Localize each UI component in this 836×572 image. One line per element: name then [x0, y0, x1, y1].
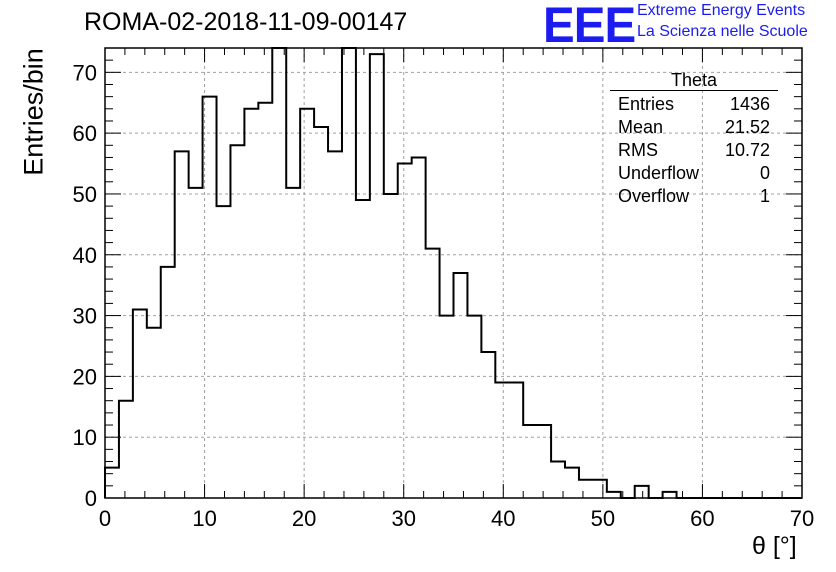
histogram-bin [286, 188, 300, 498]
histogram-bin [523, 425, 537, 498]
y-tick-label: 60 [73, 121, 97, 146]
y-tick-label: 70 [73, 60, 97, 85]
histogram-bin [314, 127, 328, 498]
x-tick-label: 60 [690, 506, 714, 531]
histogram-bin [537, 425, 551, 498]
histogram-bin [189, 188, 203, 498]
x-tick-label: 10 [192, 506, 216, 531]
stats-label: RMS [618, 140, 658, 160]
stats-value: 1 [759, 186, 770, 206]
histogram-bin [398, 164, 412, 498]
histogram-bin [370, 54, 384, 498]
logo-subtitle-1: Extreme Energy Events [637, 2, 806, 19]
histogram-bin [272, 48, 286, 498]
stats-value: 1436 [729, 94, 770, 114]
histogram-bin [635, 486, 649, 498]
histogram-bin [509, 382, 523, 498]
histogram-bin [356, 200, 370, 498]
histogram-bin [551, 462, 565, 498]
stats-row-entries: Entries 1436 [610, 93, 778, 116]
histogram-bin [161, 267, 175, 498]
histogram-bin [342, 48, 356, 498]
histogram-bin [454, 273, 468, 498]
histogram-bin [244, 109, 258, 498]
histogram-bin [607, 492, 621, 498]
stats-divider [610, 90, 778, 91]
x-tick-label: 40 [491, 506, 515, 531]
histogram-bin [426, 249, 440, 498]
stats-value: 10.72 [724, 140, 770, 160]
histogram-bin [175, 151, 189, 498]
y-axis-label: Entries/bin [18, 48, 49, 176]
histogram-bin [105, 468, 119, 498]
logo-subtitle-2: La Scienza nelle Scuole [637, 23, 808, 40]
histogram-bin [565, 468, 579, 498]
x-tick-label: 70 [790, 506, 814, 531]
histogram-outline [104, 47, 802, 499]
stats-label: Overflow [618, 186, 690, 206]
histogram-bin [593, 480, 607, 498]
histogram-bin [467, 316, 481, 498]
y-tick-label: 10 [73, 425, 97, 450]
y-tick-label: 20 [73, 364, 97, 389]
x-tick-label: 0 [99, 506, 111, 531]
histogram-bin [384, 194, 398, 498]
y-tick-label: 30 [73, 304, 97, 329]
histogram-bin [203, 97, 217, 498]
run-title: ROMA-02-2018-11-09-00147 [84, 8, 408, 36]
x-tick-label: 30 [391, 506, 415, 531]
y-tick-label: 0 [85, 486, 97, 511]
histogram-bin [440, 316, 454, 498]
x-axis-label: θ [°] [752, 532, 797, 560]
y-tick-label: 50 [73, 182, 97, 207]
histogram-bin [300, 109, 314, 498]
stats-label: Mean [618, 117, 664, 137]
histogram-bin [133, 309, 147, 498]
y-tick-label: 40 [73, 243, 97, 268]
histogram-bin [217, 206, 231, 498]
stats-row-overflow: Overflow 1 [610, 185, 778, 208]
x-tick-label: 50 [591, 506, 615, 531]
histogram-bin [481, 352, 495, 498]
stats-label: Entries [618, 94, 675, 114]
histogram-bin [147, 328, 161, 498]
histogram-bin [328, 151, 342, 498]
stats-row-rms: RMS 10.72 [610, 139, 778, 162]
stats-title: Theta [670, 70, 718, 90]
histogram-bin [663, 492, 677, 498]
stats-value: 0 [759, 163, 770, 183]
stats-value: 21.52 [724, 117, 770, 137]
histogram-bin [495, 382, 509, 498]
histogram-bin [579, 480, 593, 498]
histogram-bin [258, 103, 272, 498]
stats-row-mean: Mean 21.52 [610, 116, 778, 139]
x-tick-label: 20 [292, 506, 316, 531]
eee-logo: EEE [543, 0, 636, 53]
histogram-bin [230, 145, 244, 498]
stats-box: Theta Entries 1436 Mean 21.52 RMS 10.72 … [610, 70, 778, 208]
stats-row-underflow: Underflow 0 [610, 162, 778, 185]
stats-label: Underflow [618, 163, 700, 183]
plot-frame [104, 47, 803, 499]
histogram-bin [412, 157, 426, 498]
histogram-bin [119, 401, 133, 498]
